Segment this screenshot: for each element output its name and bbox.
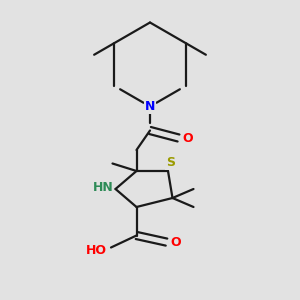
Text: HO: HO	[86, 244, 107, 257]
Text: N: N	[145, 100, 155, 113]
Text: O: O	[183, 131, 194, 145]
Text: S: S	[166, 156, 175, 169]
Text: O: O	[171, 236, 182, 249]
Text: HN: HN	[92, 181, 113, 194]
